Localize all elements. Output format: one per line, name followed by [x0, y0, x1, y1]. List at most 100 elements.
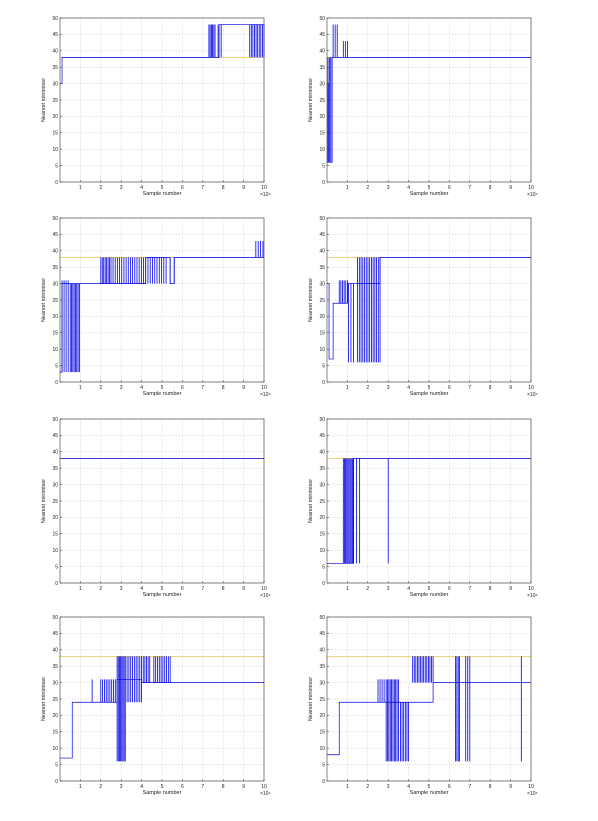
y-tick-label: 30	[319, 680, 325, 686]
y-tick-label: 35	[319, 664, 325, 670]
x-tick-label: 5	[161, 185, 164, 191]
x-tick-label: 1	[346, 385, 349, 391]
y-axis-label: Nearest minimiser	[41, 479, 47, 523]
x-tick-label: 2	[366, 185, 369, 191]
y-tick-label: 40	[319, 49, 325, 55]
x-tick-label: 1	[79, 784, 82, 790]
x-axis-label: Sample number	[143, 592, 182, 598]
y-tick-label: 10	[52, 347, 58, 353]
y-tick-label: 0	[55, 380, 58, 386]
y-tick-label: 50	[319, 417, 325, 423]
y-tick-label: 0	[322, 180, 325, 186]
x-tick-label: 5	[428, 185, 431, 191]
y-tick-label: 45	[319, 631, 325, 637]
y-tick-label: 40	[52, 49, 58, 55]
x-tick-label: 8	[489, 385, 492, 391]
x-tick-label: 1	[79, 185, 82, 191]
series-flicker	[377, 656, 522, 762]
y-tick-label: 20	[52, 314, 58, 320]
x-tick-label: 7	[468, 586, 471, 592]
x-multiplier: ×10⁴	[260, 392, 271, 398]
y-tick-label: 50	[52, 417, 58, 423]
y-tick-label: 30	[52, 81, 58, 87]
x-tick-label: 3	[120, 784, 123, 790]
y-axis-label: Nearest minimiser	[308, 479, 314, 523]
y-tick-label: 10	[319, 347, 325, 353]
chart-panel-4: 1 2 3 4 5 6 7 8 9 1005101520253035404550×10⁴Sampl…	[308, 216, 538, 398]
x-tick-label: 5	[428, 784, 431, 790]
y-tick-label: 10	[52, 746, 58, 752]
chart-panel-2: 1 2 3 4 5 6 7 8 9 1005101520253035404550×10⁴Sampl…	[308, 16, 538, 198]
y-tick-label: 35	[319, 265, 325, 271]
y-tick-label: 50	[319, 216, 325, 222]
x-tick-label: 6	[181, 784, 184, 790]
x-tick-label: 10	[261, 784, 267, 790]
y-tick-label: 25	[319, 697, 325, 703]
x-axis-label: Sample number	[143, 191, 182, 197]
y-tick-label: 50	[52, 16, 58, 22]
y-tick-label: 20	[52, 114, 58, 120]
x-tick-label: 3	[387, 586, 390, 592]
y-tick-label: 35	[52, 65, 58, 71]
y-tick-label: 5	[55, 163, 58, 169]
x-tick-label: 2	[99, 385, 102, 391]
y-tick-label: 25	[319, 298, 325, 304]
x-tick-label: 7	[201, 185, 204, 191]
x-tick-label: 9	[242, 185, 245, 191]
y-tick-label: 40	[52, 450, 58, 456]
x-tick-label: 9	[509, 784, 512, 790]
y-tick-label: 5	[322, 762, 325, 768]
y-tick-label: 30	[52, 482, 58, 488]
x-tick-label: 10	[261, 586, 267, 592]
chart-panel-3: 1 2 3 4 5 6 7 8 9 1005101520253035404550×10⁴Sampl…	[41, 216, 271, 398]
y-tick-label: 45	[319, 433, 325, 439]
y-tick-label: 50	[52, 615, 58, 621]
x-tick-label: 6	[448, 385, 451, 391]
y-tick-label: 20	[319, 114, 325, 120]
y-tick-label: 15	[52, 131, 58, 137]
x-axis-label: Sample number	[410, 592, 449, 598]
y-tick-label: 20	[52, 515, 58, 521]
x-tick-label: 8	[222, 586, 225, 592]
y-tick-label: 40	[319, 450, 325, 456]
x-tick-label: 5	[428, 586, 431, 592]
x-tick-label: 7	[201, 385, 204, 391]
y-tick-label: 15	[52, 730, 58, 736]
x-tick-label: 8	[489, 784, 492, 790]
x-tick-label: 8	[222, 385, 225, 391]
x-tick-label: 10	[528, 385, 534, 391]
y-tick-label: 10	[52, 548, 58, 554]
x-tick-label: 10	[528, 185, 534, 191]
x-multiplier: ×10⁴	[527, 593, 538, 599]
x-multiplier: ×10⁴	[260, 593, 271, 599]
y-tick-label: 45	[319, 32, 325, 38]
x-tick-label: 2	[99, 185, 102, 191]
y-axis-label: Nearest minimiser	[308, 278, 314, 322]
y-tick-label: 30	[319, 281, 325, 287]
y-tick-label: 15	[52, 532, 58, 538]
y-tick-label: 45	[52, 433, 58, 439]
y-tick-label: 15	[52, 331, 58, 337]
x-tick-label: 2	[366, 385, 369, 391]
y-tick-label: 5	[322, 163, 325, 169]
chart-panel-8: 1 2 3 4 5 6 7 8 9 1005101520253035404550×10⁴Sampl…	[308, 615, 538, 797]
x-tick-label: 3	[387, 185, 390, 191]
x-tick-label: 8	[222, 185, 225, 191]
x-tick-label: 7	[468, 784, 471, 790]
chart-panel-1: 1 2 3 4 5 6 7 8 9 1005101520253035404550×10⁴Sampl…	[41, 16, 271, 198]
series-line	[327, 682, 531, 756]
x-multiplier: ×10⁴	[260, 791, 271, 797]
y-tick-label: 0	[322, 779, 325, 785]
x-tick-label: 5	[161, 784, 164, 790]
y-tick-label: 25	[319, 499, 325, 505]
y-tick-label: 30	[52, 680, 58, 686]
x-axis-label: Sample number	[143, 790, 182, 796]
x-tick-label: 3	[387, 385, 390, 391]
x-tick-label: 7	[201, 586, 204, 592]
x-tick-label: 4	[407, 784, 410, 790]
x-tick-label: 2	[366, 784, 369, 790]
chart-panel-7: 1 2 3 4 5 6 7 8 9 1005101520253035404550×10⁴Sampl…	[41, 615, 271, 797]
y-tick-label: 20	[319, 515, 325, 521]
x-tick-label: 1	[79, 586, 82, 592]
